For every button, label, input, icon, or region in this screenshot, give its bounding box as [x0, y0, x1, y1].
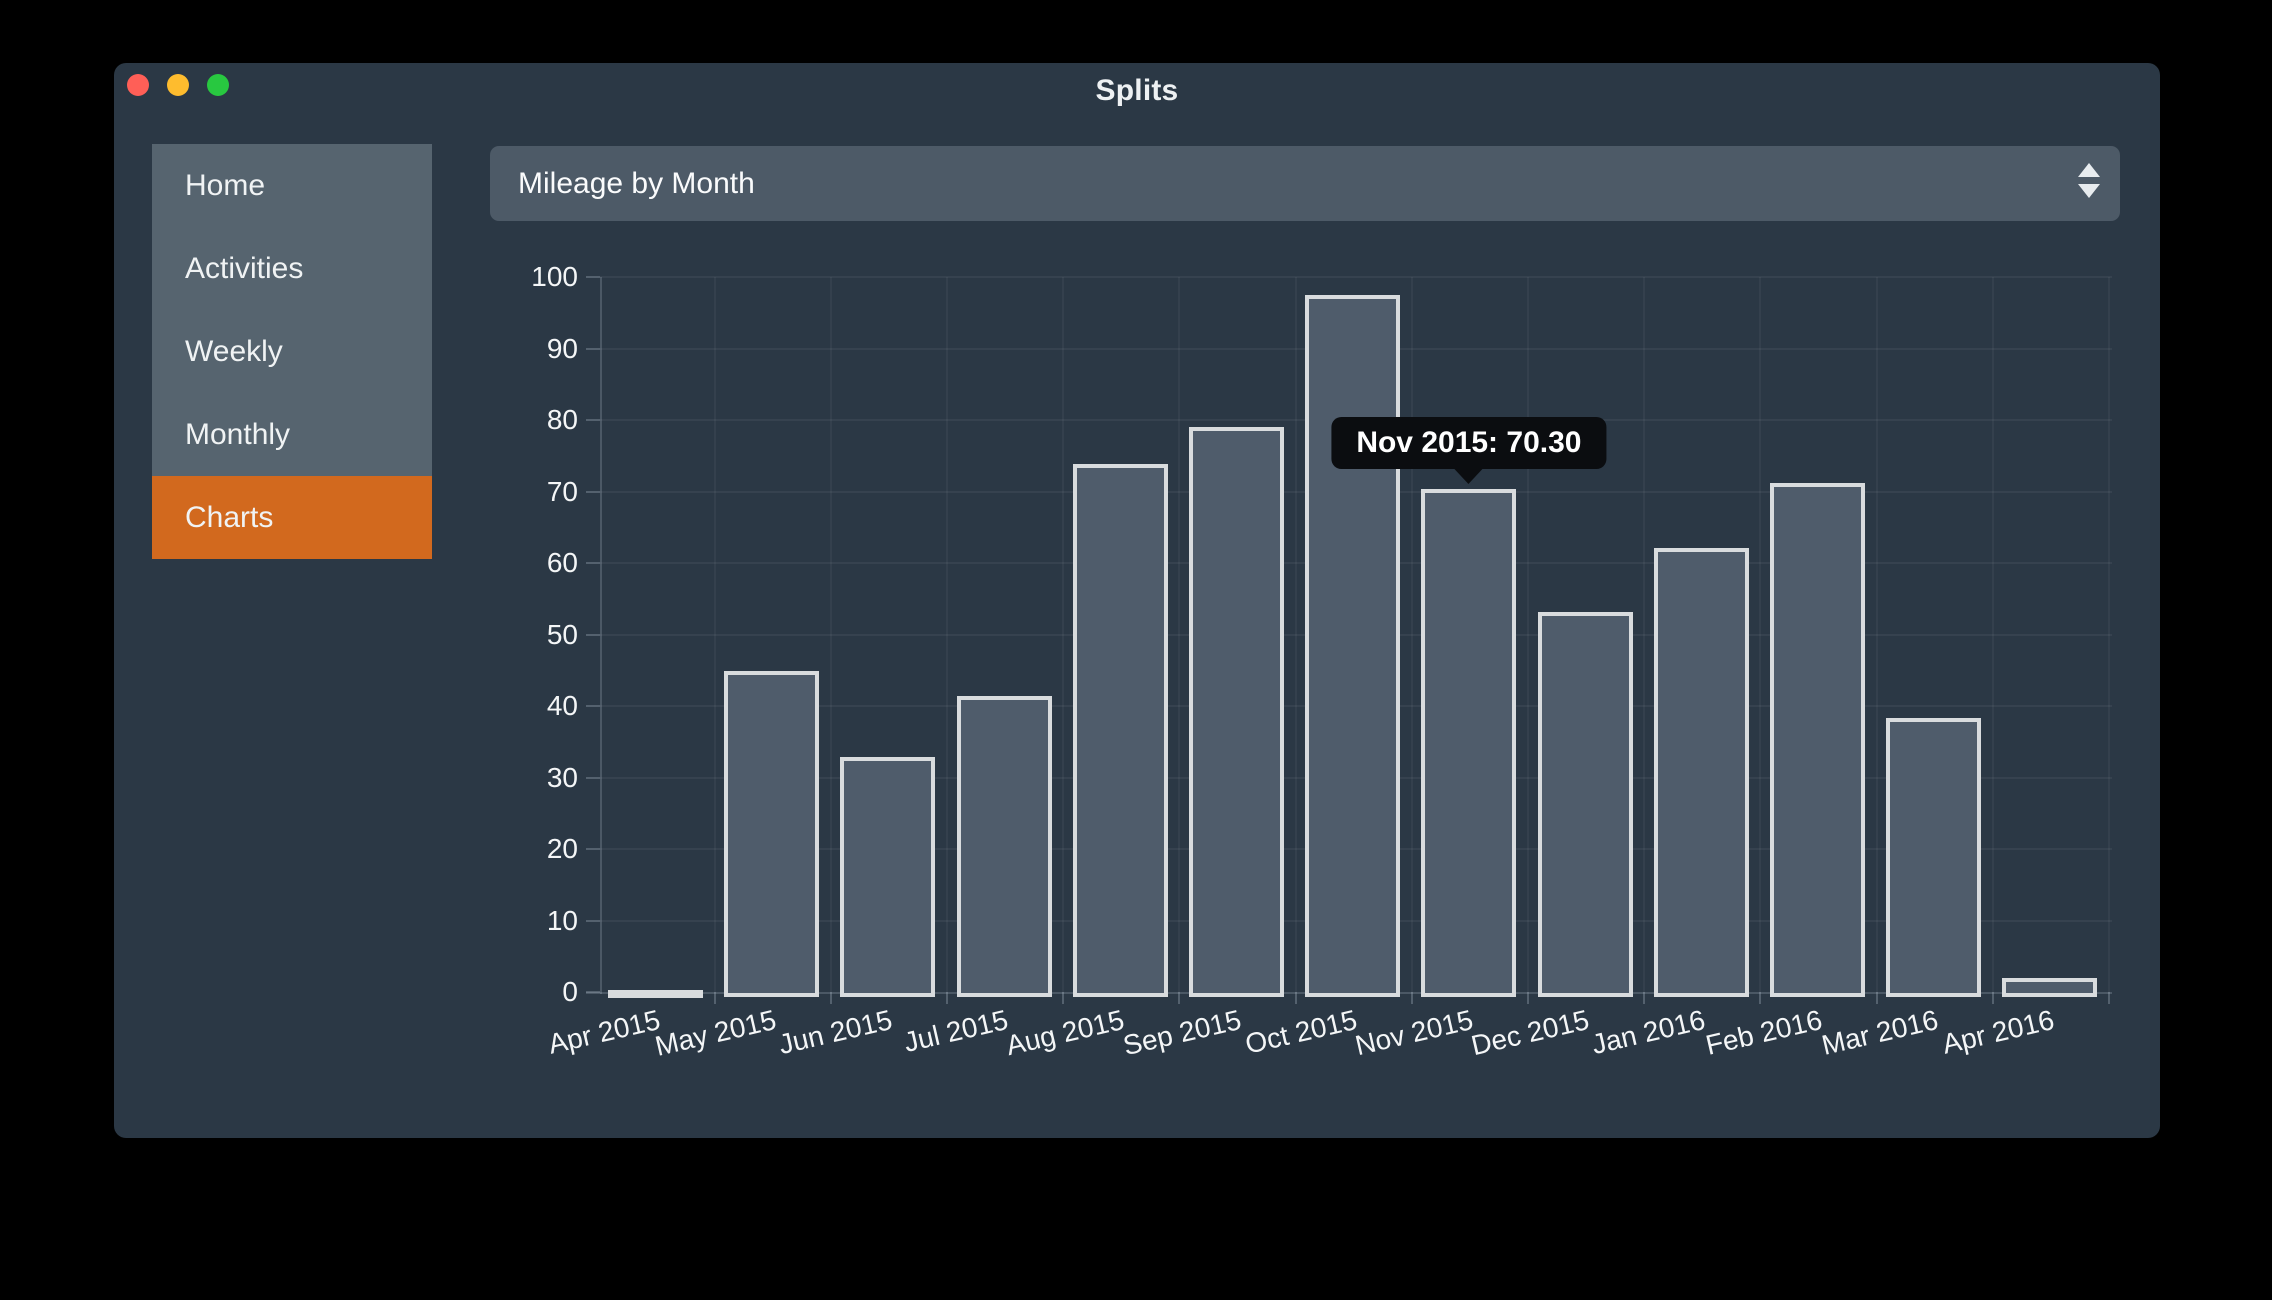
minimize-button[interactable] — [167, 74, 189, 96]
sidebar-item-charts[interactable]: Charts — [152, 476, 432, 559]
sidebar-item-activities[interactable]: Activities — [185, 252, 304, 285]
bar-mar-2016[interactable] — [1886, 718, 1982, 997]
y-axis-tick-label: 30 — [546, 761, 578, 793]
bar-nov-2015[interactable] — [1421, 489, 1517, 997]
y-axis-tick — [586, 347, 600, 350]
y-axis-tick — [586, 991, 600, 993]
x-axis-tick — [829, 992, 832, 1004]
y-axis-tick-label: 0 — [562, 976, 578, 1007]
gridline-vertical — [829, 277, 832, 992]
bar-sep-2015[interactable] — [1189, 427, 1284, 997]
y-axis-tick-label: 70 — [546, 475, 578, 507]
bar-jan-2016[interactable] — [1653, 547, 1749, 997]
x-axis-tick — [1643, 992, 1646, 1004]
close-button[interactable] — [127, 74, 149, 96]
y-axis-tick — [586, 705, 600, 707]
gridline-vertical — [2108, 277, 2110, 992]
gridline-vertical — [1294, 277, 1297, 992]
x-axis-tick — [1294, 992, 1297, 1004]
bar-apr-2016[interactable] — [2002, 977, 2098, 997]
gridline-vertical — [1759, 277, 1762, 992]
y-axis-tick — [586, 490, 600, 493]
x-axis-tick — [1527, 992, 1529, 1004]
sidebar: Home Activities Weekly Monthly Charts — [152, 144, 432, 559]
bar-dec-2015[interactable] — [1537, 612, 1633, 997]
x-axis-tick — [1178, 992, 1181, 1004]
x-axis-tick — [1759, 992, 1762, 1004]
gridline-vertical — [1527, 277, 1529, 992]
titlebar: Splits — [114, 63, 2160, 119]
y-axis-tick — [586, 848, 600, 850]
bar-jul-2015[interactable] — [956, 695, 1052, 997]
gridline-vertical — [1643, 277, 1646, 992]
y-axis-tick-label: 80 — [546, 404, 578, 435]
window-title: Splits — [1095, 74, 1179, 107]
bar-jun-2015[interactable] — [840, 757, 936, 997]
sidebar-item-home[interactable]: Home — [185, 169, 266, 202]
bar-feb-2016[interactable] — [1770, 482, 1865, 997]
x-axis-tick — [1991, 992, 1994, 1004]
y-axis-tick-label: 10 — [546, 904, 578, 936]
sidebar-item-monthly[interactable]: Monthly — [185, 418, 291, 451]
bar-may-2015[interactable] — [724, 670, 820, 997]
mileage-by-month-chart: 0 10 20 30 40 50 60 70 80 90 100 Apr 2015 May 2015 Ju… — [114, 63, 2160, 1138]
app-window: Splits Home Activities Weekly Monthly Charts… — [114, 63, 2160, 1138]
gridline-horizontal — [600, 276, 2112, 278]
bar-oct-2015[interactable] — [1305, 294, 1401, 997]
gridline-vertical — [1178, 277, 1181, 992]
x-axis-tick — [1410, 992, 1413, 1004]
x-axis-tick — [2108, 992, 2110, 1004]
gridline-vertical — [1062, 277, 1065, 992]
chart-type-select[interactable]: Mileage by Month — [490, 146, 2120, 221]
bar-aug-2015[interactable] — [1072, 464, 1168, 997]
y-axis-tick-label: 100 — [531, 261, 578, 292]
x-axis-tick — [1062, 992, 1065, 1004]
y-axis-tick — [586, 633, 600, 636]
y-axis-tick-label: 20 — [546, 833, 578, 864]
y-axis-tick-label: 40 — [546, 690, 578, 721]
gridline-vertical — [1991, 277, 1994, 992]
y-axis-tick — [586, 562, 600, 564]
x-axis-tick — [713, 992, 716, 1004]
fullscreen-button[interactable] — [207, 74, 229, 96]
tooltip-caret-icon — [1454, 469, 1483, 484]
gridline-vertical — [1410, 277, 1413, 992]
y-axis-tick — [586, 276, 600, 278]
bar-apr-2015[interactable] — [608, 989, 703, 998]
gridline-vertical — [946, 277, 948, 992]
y-axis-tick-label: 60 — [546, 547, 578, 578]
x-axis-tick — [946, 992, 948, 1004]
sidebar-item-weekly[interactable]: Weekly — [185, 335, 283, 368]
chart-tooltip: Nov 2015: 70.30 — [1331, 417, 1607, 484]
y-axis-line — [600, 277, 602, 994]
x-axis-tick — [1875, 992, 1878, 1004]
y-axis-tick — [586, 419, 600, 421]
chart-type-selected-value: Mileage by Month — [518, 167, 755, 200]
y-axis-tick — [586, 919, 600, 922]
y-axis-tick-label: 90 — [546, 332, 578, 364]
gridline-vertical — [1875, 277, 1878, 992]
y-axis-tick — [586, 776, 600, 779]
select-up-down-arrows-icon — [2074, 146, 2104, 221]
gridline-vertical — [713, 277, 716, 992]
y-axis-tick-label: 50 — [546, 618, 578, 650]
